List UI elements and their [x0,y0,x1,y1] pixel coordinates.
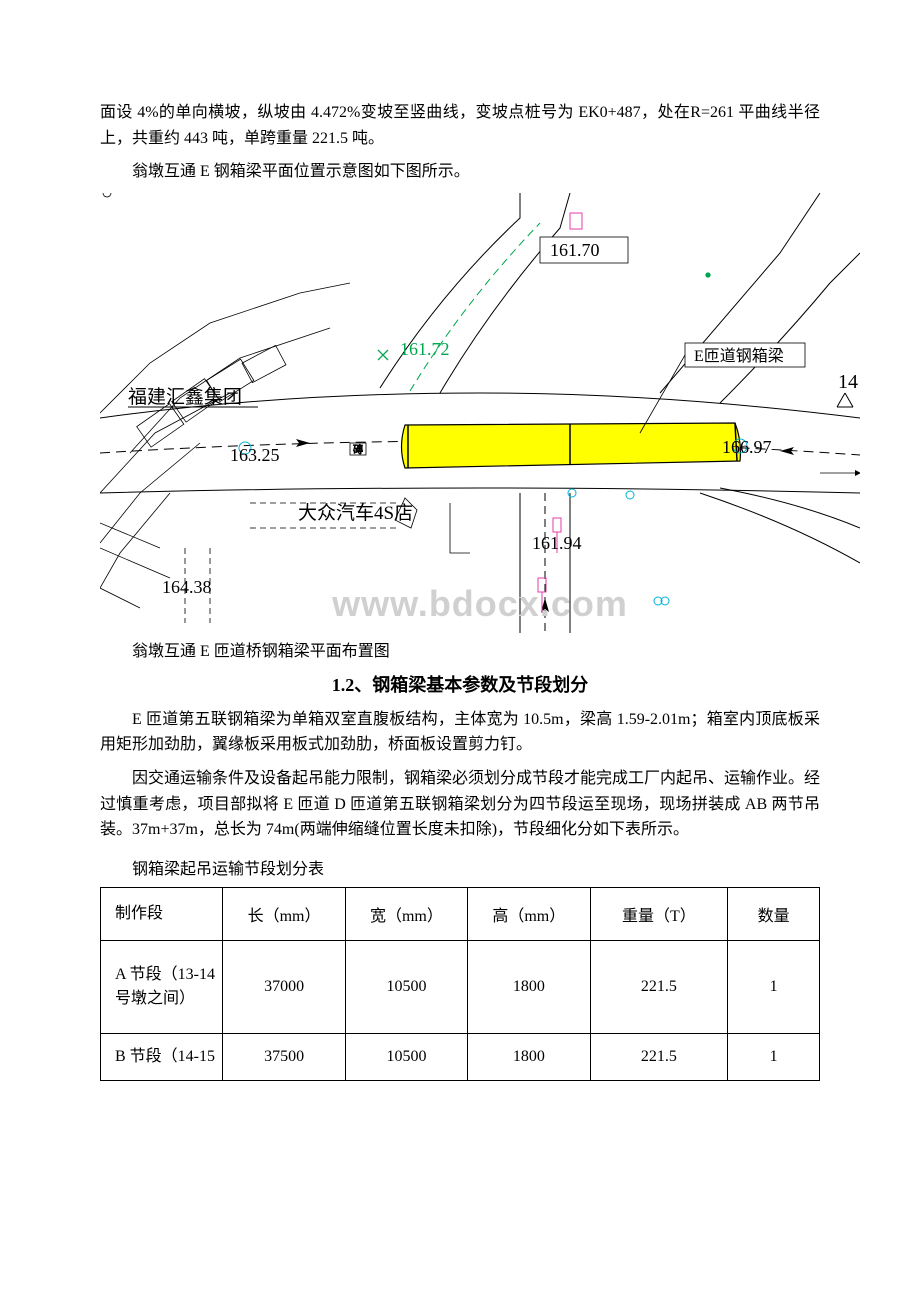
cell-width: 10500 [345,1033,467,1080]
cell-height: 1800 [468,940,590,1033]
cell-weight: 221.5 [590,940,728,1033]
steel-box-girder-highlight [402,423,741,468]
svg-text:磚: 磚 [353,443,363,456]
cell-height: 1800 [468,1033,590,1080]
plan-diagram: 161.70 161.72 163.25 166.97 161.94 164.3… [100,193,860,633]
elev-label-6: 164.38 [162,577,212,597]
table-header-row: 制作段 长（mm） 宽（mm） 高（mm） 重量（T） 数量 [101,887,820,940]
paragraph-3: E 匝道第五联钢箱梁为单箱双室直腹板结构，主体宽为 10.5m，梁高 1.59-… [100,707,820,758]
cell-qty: 1 [728,940,820,1033]
fujian-label: 福建汇鑫集团 [128,386,242,408]
e-ramp-label: E匝道钢箱梁 [694,347,784,365]
cell-width: 10500 [345,940,467,1033]
table-row: B 节段（14-15 37500 10500 1800 221.5 1 [101,1033,820,1080]
diagram-caption: 翁墩互通 E 匝道桥钢箱梁平面布置图 [100,637,820,661]
paragraph-1: 面设 4%的单向横坡，纵坡由 4.472%变坡至竖曲线，变坡点桩号为 EK0+4… [100,100,820,151]
segment-table: 制作段 长（mm） 宽（mm） 高（mm） 重量（T） 数量 A 节段（13-1… [100,887,820,1081]
elev-label-2: 161.72 [400,339,450,359]
paragraph-2: 翁墩互通 E 钢箱梁平面位置示意图如下图所示。 [100,159,820,185]
cell-length: 37000 [223,940,345,1033]
cell-desc: A 节段（13-14号墩之间） [101,940,223,1033]
elev-label-4: 166.97 [722,437,772,457]
paragraph-4: 因交通运输条件及设备起吊能力限制，钢箱梁必须划分成节段才能完成工厂内起吊、运输作… [100,766,820,843]
th-weight: 重量（T） [590,887,728,940]
elev-label-5: 161.94 [532,533,582,553]
th-desc: 制作段 [101,887,223,940]
th-qty: 数量 [728,887,820,940]
th-length: 长（mm） [223,887,345,940]
table-row: A 节段（13-14号墩之间） 37000 10500 1800 221.5 1 [101,940,820,1033]
table-caption: 钢箱梁起吊运输节段划分表 [100,855,820,879]
th-width: 宽（mm） [345,887,467,940]
section-title-1-2: 1.2、钢箱梁基本参数及节段划分 [100,671,820,697]
cell-desc: B 节段（14-15 [101,1033,223,1080]
marker-14: 14 [838,371,858,393]
cell-qty: 1 [728,1033,820,1080]
elev-label-3: 163.25 [230,445,280,465]
th-height: 高（mm） [468,887,590,940]
cell-weight: 221.5 [590,1033,728,1080]
cell-length: 37500 [223,1033,345,1080]
dazhong-label: 大众汽车4S店 [298,502,413,524]
elev-label-1: 161.70 [550,240,600,260]
